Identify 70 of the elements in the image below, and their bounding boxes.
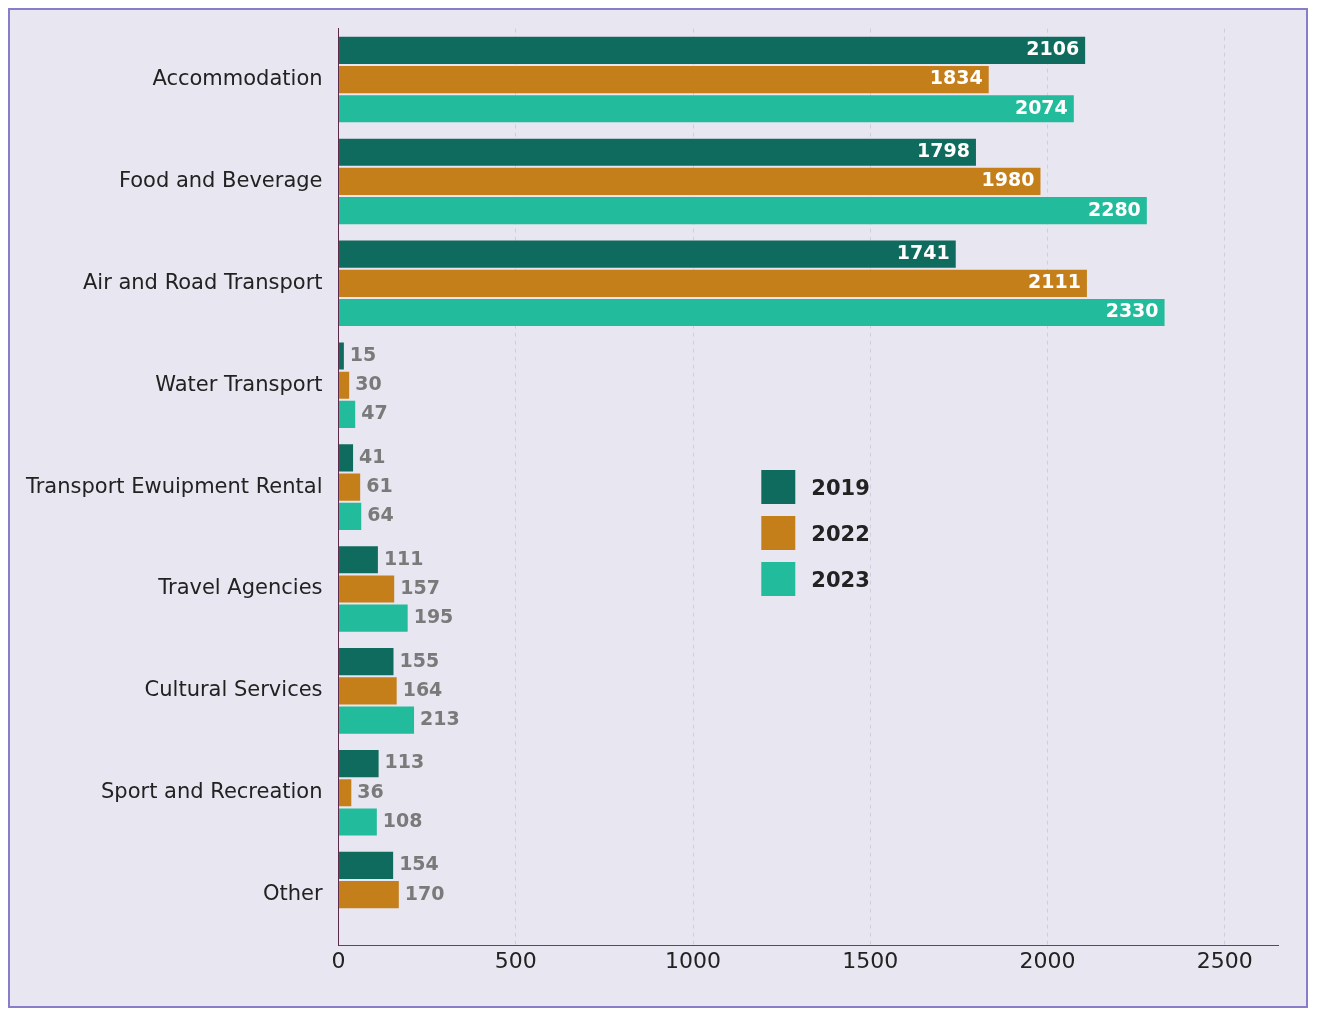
y-tick-label: Cultural Services <box>144 677 323 702</box>
bar <box>339 167 1041 196</box>
data-label: 2106 <box>1026 37 1080 60</box>
data-label: 154 <box>399 852 439 875</box>
bar <box>339 706 415 734</box>
x-tick-label: 2500 <box>1196 947 1253 973</box>
data-label: 2074 <box>1014 95 1068 118</box>
y-tick-label: Water Transport <box>155 371 323 396</box>
data-label: 47 <box>361 401 388 424</box>
data-label: 108 <box>382 808 423 831</box>
x-tick-label: 500 <box>494 947 537 973</box>
y-tick-label: Travel Agencies <box>157 575 323 600</box>
bar <box>339 298 1165 327</box>
legend-label: 2022 <box>811 521 870 546</box>
data-label: 64 <box>367 503 394 526</box>
data-label: 113 <box>384 750 425 773</box>
y-tick-label: Accommodation <box>152 66 323 90</box>
data-label: 2111 <box>1028 270 1081 293</box>
data-label: 155 <box>399 648 440 671</box>
bar <box>339 502 362 530</box>
data-label: 15 <box>349 342 377 365</box>
data-label: 2280 <box>1087 197 1141 220</box>
bar <box>339 648 394 676</box>
data-label: 41 <box>359 444 386 467</box>
bar <box>339 749 379 778</box>
bar <box>339 400 356 428</box>
data-label: 30 <box>355 372 382 395</box>
bar <box>339 269 1087 297</box>
data-label: 1741 <box>896 241 950 264</box>
bar <box>339 881 399 909</box>
bar <box>339 473 361 501</box>
data-label: 213 <box>420 707 460 730</box>
bar <box>339 342 344 370</box>
data-label: 1980 <box>981 168 1035 191</box>
bar <box>339 575 395 603</box>
data-label: 61 <box>366 474 393 497</box>
x-tick-label: 1000 <box>665 947 722 973</box>
data-label: 195 <box>413 605 454 628</box>
bar <box>339 138 976 166</box>
x-tick-label: 1500 <box>842 947 899 973</box>
bar <box>339 36 1086 64</box>
data-label: 170 <box>404 881 445 904</box>
y-tick-label: Transport Ewuipment Rental <box>25 473 323 498</box>
data-label: 1834 <box>929 66 983 89</box>
bar <box>339 95 1074 123</box>
y-tick-label: Food and Beverage <box>118 167 323 192</box>
bar <box>339 65 989 94</box>
bar <box>339 779 352 807</box>
bar <box>339 371 350 399</box>
bar <box>339 851 394 880</box>
bar <box>339 546 378 574</box>
data-label: 111 <box>383 546 424 569</box>
y-tick-label: Sport and Recreation <box>101 779 323 804</box>
data-label: 2330 <box>1105 299 1159 322</box>
bar <box>339 604 408 632</box>
bar <box>339 444 354 472</box>
bar <box>339 197 1147 225</box>
data-label: 36 <box>357 779 384 802</box>
y-tick-label: Other <box>262 881 323 906</box>
legend-label: 2019 <box>811 475 870 500</box>
bar <box>339 240 956 268</box>
x-tick-label: 0 <box>331 947 346 973</box>
bar <box>339 808 377 836</box>
data-label: 1798 <box>917 139 970 162</box>
x-tick-label: 2000 <box>1019 947 1076 973</box>
data-label: 164 <box>402 677 443 700</box>
y-tick-label: Air and Road Transport <box>82 269 323 294</box>
legend-label: 2023 <box>811 567 870 592</box>
bar <box>339 677 397 705</box>
data-label: 157 <box>400 575 440 598</box>
